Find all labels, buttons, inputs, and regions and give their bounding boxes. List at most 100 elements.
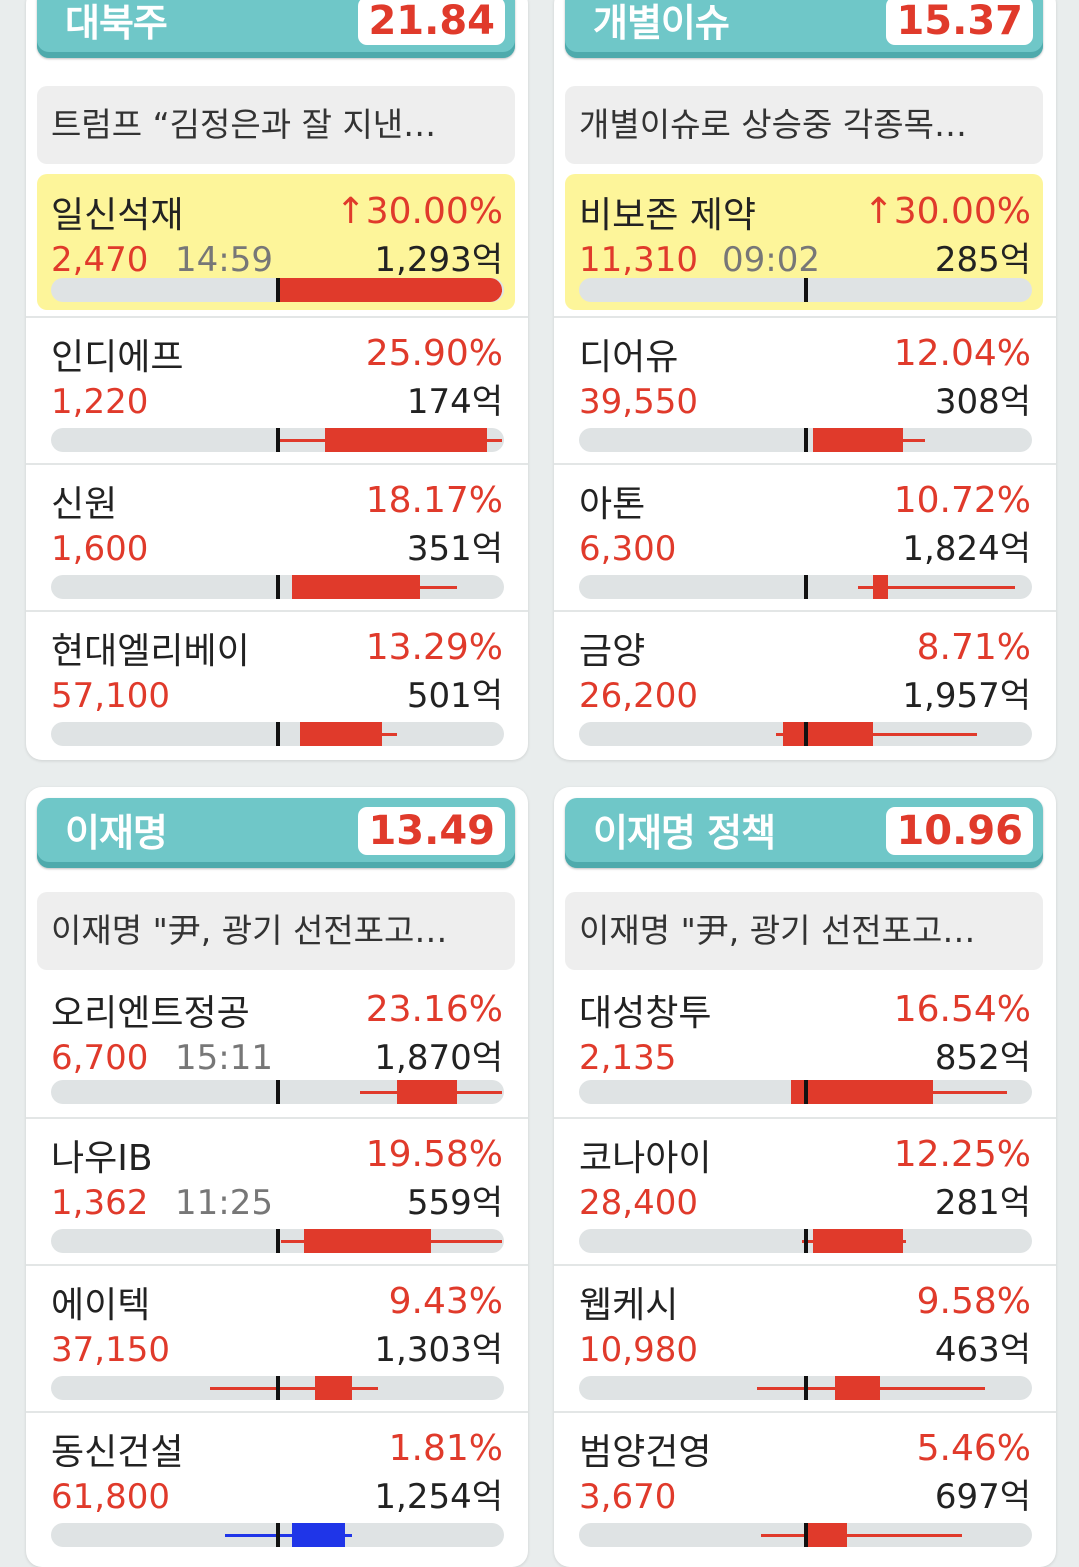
candle-track: [579, 1080, 1032, 1104]
stock-price: 3,670: [579, 1477, 677, 1517]
stock-volume: 1,254억: [374, 1477, 503, 1517]
stock-price: 57,100: [51, 676, 170, 716]
stock-price: 28,400: [579, 1183, 698, 1223]
stock-change-rate: 9.43%: [388, 1281, 503, 1322]
stock-volume: 559억: [406, 1183, 503, 1223]
stock-row[interactable]: 금양 8.71% 26,200 1,957억: [554, 610, 1056, 757]
baseline-tick: [275, 278, 280, 302]
stock-volume: 281억: [934, 1183, 1031, 1223]
theme-news-headline[interactable]: 이재명 "尹, 광기 선전포고…: [565, 892, 1043, 970]
stock-price: 11,310: [579, 240, 698, 280]
stock-row[interactable]: 웹케시 9.58% 10,980 463억: [554, 1264, 1056, 1411]
candle-body: [790, 1080, 933, 1104]
theme-news-headline[interactable]: 이재명 "尹, 광기 선전포고…: [37, 892, 515, 970]
stock-row[interactable]: 나우IB 19.58% 1,362 11:25 559억: [26, 1117, 528, 1264]
baseline-tick: [803, 1229, 808, 1253]
candle-track: [51, 722, 504, 746]
stock-price: 6,700: [51, 1038, 149, 1078]
stock-row[interactable]: 오리엔트정공 23.16% 6,700 15:11 1,870억: [26, 972, 528, 1119]
candle-track: [51, 278, 504, 302]
baseline-tick: [275, 575, 280, 599]
candle-track: [579, 1376, 1032, 1400]
stock-price: 6,300: [579, 529, 677, 569]
candle-body: [292, 575, 420, 599]
theme-card-2: 개별이슈 15.37 개별이슈로 상승중 각종목… 비보존 제약 ↑30.00%…: [554, 0, 1056, 760]
theme-name: 이재명 정책: [593, 811, 776, 855]
stock-change-rate: 23.16%: [365, 989, 503, 1030]
stock-row[interactable]: 아톤 10.72% 6,300 1,824억: [554, 463, 1056, 610]
candle-body: [314, 1376, 353, 1400]
stock-name: 대성창투: [579, 993, 712, 1034]
stock-row[interactable]: 신원 18.17% 1,600 351억: [26, 463, 528, 610]
candle-body: [783, 722, 873, 746]
stock-row[interactable]: 대성창투 16.54% 2,135 852억: [554, 972, 1056, 1119]
stock-change-rate: 12.25%: [893, 1134, 1031, 1175]
stock-name: 현대엘리베이: [51, 631, 250, 672]
candle-track: [51, 1080, 504, 1104]
stock-volume: 1,824억: [902, 529, 1031, 569]
theme-news-headline[interactable]: 트럼프 “김정은과 잘 지낸…: [37, 86, 515, 164]
stock-volume: 285억: [934, 240, 1031, 280]
theme-name: 개별이슈: [593, 1, 730, 45]
stock-name: 디어유: [579, 337, 679, 378]
candle-wick: [775, 732, 978, 736]
stock-change-rate: 13.29%: [365, 627, 503, 668]
stock-row[interactable]: 비보존 제약 ↑30.00% 11,310 09:02 285억: [554, 174, 1056, 321]
stock-change-rate: 25.90%: [365, 333, 503, 374]
theme-score: 13.49: [358, 807, 505, 855]
stock-row[interactable]: 일신석재 ↑30.00% 2,470 14:59 1,293억: [26, 174, 528, 321]
stock-row[interactable]: 현대엘리베이 13.29% 57,100 501억: [26, 610, 528, 757]
stock-name: 금양: [579, 631, 646, 672]
stock-price: 61,800: [51, 1477, 170, 1517]
stock-row[interactable]: 코나아이 12.25% 28,400 281억: [554, 1117, 1056, 1264]
candle-track: [579, 1523, 1032, 1547]
candle-wick: [760, 1533, 963, 1537]
stock-change-rate: ↑30.00%: [335, 191, 503, 232]
stock-row[interactable]: 디어유 12.04% 39,550 308억: [554, 316, 1056, 463]
theme-header[interactable]: 이재명 13.49: [37, 798, 515, 868]
theme-score: 15.37: [886, 0, 1033, 45]
stock-change-rate: 8.71%: [916, 627, 1031, 668]
baseline-tick: [275, 428, 280, 452]
theme-header[interactable]: 개별이슈 15.37: [565, 0, 1043, 58]
stock-row[interactable]: 에이텍 9.43% 37,150 1,303억: [26, 1264, 528, 1411]
candle-track: [579, 575, 1032, 599]
stock-name: 일신석재: [51, 195, 184, 236]
stock-change-rate: 12.04%: [893, 333, 1031, 374]
stock-volume: 351억: [406, 529, 503, 569]
candle-body: [807, 1523, 847, 1547]
baseline-tick: [803, 1080, 808, 1104]
theme-name: 대북주: [65, 1, 168, 45]
stock-change-rate: 18.17%: [365, 480, 503, 521]
baseline-tick: [803, 722, 808, 746]
stock-volume: 1,957억: [902, 676, 1031, 716]
baseline-tick: [803, 1376, 808, 1400]
candle-track: [51, 575, 504, 599]
stock-time: 15:11: [175, 1038, 273, 1078]
theme-card-3: 이재명 13.49 이재명 "尹, 광기 선전포고… 오리엔트정공 23.16%…: [26, 787, 528, 1567]
stock-volume: 1,293억: [374, 240, 503, 280]
candle-track: [579, 278, 1032, 302]
baseline-tick: [275, 1080, 280, 1104]
candle-wick: [210, 1386, 379, 1390]
candle-track: [51, 1229, 504, 1253]
baseline-tick: [803, 1523, 808, 1547]
stock-volume: 174억: [406, 382, 503, 422]
stock-name: 비보존 제약: [579, 195, 757, 236]
candle-wick: [225, 1533, 353, 1537]
candle-track: [51, 428, 504, 452]
theme-card-1: 대북주 21.84 트럼프 “김정은과 잘 지낸… 일신석재 ↑30.00% 2…: [26, 0, 528, 760]
candle-body: [812, 1229, 903, 1253]
stock-time: 11:25: [175, 1183, 273, 1223]
stock-name: 오리엔트정공: [51, 993, 250, 1034]
theme-news-headline[interactable]: 개별이슈로 상승중 각종목…: [565, 86, 1043, 164]
stock-row[interactable]: 범양건영 5.46% 3,670 697억: [554, 1411, 1056, 1558]
stock-change-rate: 9.58%: [916, 1281, 1031, 1322]
stock-volume: 501억: [406, 676, 503, 716]
theme-header[interactable]: 이재명 정책 10.96: [565, 798, 1043, 868]
stock-row[interactable]: 동신건설 1.81% 61,800 1,254억: [26, 1411, 528, 1558]
theme-header[interactable]: 대북주 21.84: [37, 0, 515, 58]
stock-row[interactable]: 인디에프 25.90% 1,220 174억: [26, 316, 528, 463]
stock-name: 나우IB: [51, 1138, 153, 1179]
candle-body: [299, 722, 383, 746]
